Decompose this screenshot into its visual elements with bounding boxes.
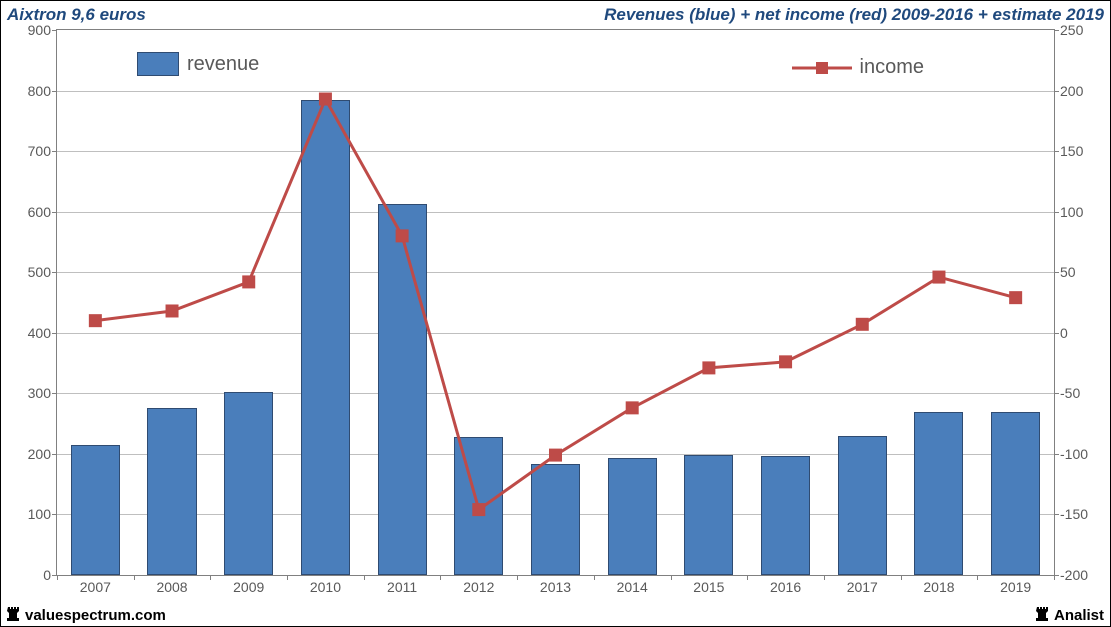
income-marker <box>396 230 408 242</box>
y-right-tick-label: -50 <box>1054 385 1080 401</box>
y-right-tick-label: -150 <box>1054 506 1088 522</box>
tick-mark <box>57 575 58 580</box>
y-right-tick-label: -200 <box>1054 567 1088 583</box>
income-marker <box>550 449 562 461</box>
x-tick-label: 2015 <box>693 575 724 595</box>
y-left-tick-label: 300 <box>28 385 57 401</box>
title-right: Revenues (blue) + net income (red) 2009-… <box>604 5 1104 25</box>
y-right-tick-label: 50 <box>1054 264 1076 280</box>
tick-mark <box>134 575 135 580</box>
tick-mark <box>440 575 441 580</box>
title-bar: Aixtron 9,6 euros Revenues (blue) + net … <box>1 1 1110 29</box>
y-left-tick-label: 0 <box>43 567 57 583</box>
y-right-tick-label: -100 <box>1054 446 1088 462</box>
footer-right: Analist <box>1036 607 1104 624</box>
x-tick-label: 2009 <box>233 575 264 595</box>
x-tick-label: 2019 <box>1000 575 1031 595</box>
y-left-tick-label: 900 <box>28 22 57 38</box>
tick-mark <box>594 575 595 580</box>
income-marker <box>89 315 101 327</box>
y-left-tick-label: 200 <box>28 446 57 462</box>
chart-container: Aixtron 9,6 euros Revenues (blue) + net … <box>0 0 1111 627</box>
income-marker <box>933 271 945 283</box>
y-left-tick-label: 700 <box>28 143 57 159</box>
y-right-tick-label: 200 <box>1054 83 1083 99</box>
x-tick-label: 2017 <box>847 575 878 595</box>
footer-right-text: Analist <box>1054 607 1104 624</box>
legend-label: revenue <box>187 53 259 76</box>
rook-icon <box>1036 607 1050 623</box>
tick-mark <box>364 575 365 580</box>
income-marker <box>1010 292 1022 304</box>
income-marker <box>473 504 485 516</box>
y-left-tick-label: 100 <box>28 506 57 522</box>
income-line-layer <box>57 30 1054 575</box>
legend-swatch <box>137 52 179 76</box>
y-left-tick-label: 600 <box>28 204 57 220</box>
tick-mark <box>671 575 672 580</box>
legend-income: income <box>792 56 924 79</box>
income-line <box>95 99 1015 510</box>
footer-left-text: valuespectrum.com <box>25 607 166 624</box>
x-tick-label: 2008 <box>156 575 187 595</box>
y-right-tick-label: 100 <box>1054 204 1083 220</box>
income-marker <box>780 356 792 368</box>
x-tick-label: 2013 <box>540 575 571 595</box>
y-left-tick-label: 500 <box>28 264 57 280</box>
x-tick-label: 2011 <box>387 575 417 595</box>
footer-left: valuespectrum.com <box>7 607 166 624</box>
rook-icon <box>7 607 21 623</box>
tick-mark <box>977 575 978 580</box>
income-marker <box>856 318 868 330</box>
x-tick-label: 2010 <box>310 575 341 595</box>
tick-mark <box>210 575 211 580</box>
tick-mark <box>517 575 518 580</box>
tick-mark <box>1054 575 1055 580</box>
x-tick-label: 2007 <box>80 575 111 595</box>
y-right-tick-label: 250 <box>1054 22 1083 38</box>
plot-area: 0100200300400500600700800900-200-150-100… <box>56 29 1055 576</box>
footer-bar: valuespectrum.com Analist <box>1 604 1110 626</box>
tick-mark <box>901 575 902 580</box>
tick-mark <box>287 575 288 580</box>
x-tick-label: 2016 <box>770 575 801 595</box>
x-tick-label: 2014 <box>617 575 648 595</box>
x-tick-label: 2012 <box>463 575 494 595</box>
income-marker <box>166 305 178 317</box>
legend-swatch <box>792 58 852 78</box>
y-right-tick-label: 0 <box>1054 325 1068 341</box>
y-right-tick-label: 150 <box>1054 143 1083 159</box>
y-left-tick-label: 800 <box>28 83 57 99</box>
tick-mark <box>747 575 748 580</box>
legend-revenue: revenue <box>137 52 259 76</box>
legend-label: income <box>860 56 924 79</box>
x-tick-label: 2018 <box>923 575 954 595</box>
income-marker <box>319 93 331 105</box>
y-left-tick-label: 400 <box>28 325 57 341</box>
tick-mark <box>824 575 825 580</box>
income-marker <box>626 402 638 414</box>
income-marker <box>243 276 255 288</box>
income-marker <box>703 362 715 374</box>
